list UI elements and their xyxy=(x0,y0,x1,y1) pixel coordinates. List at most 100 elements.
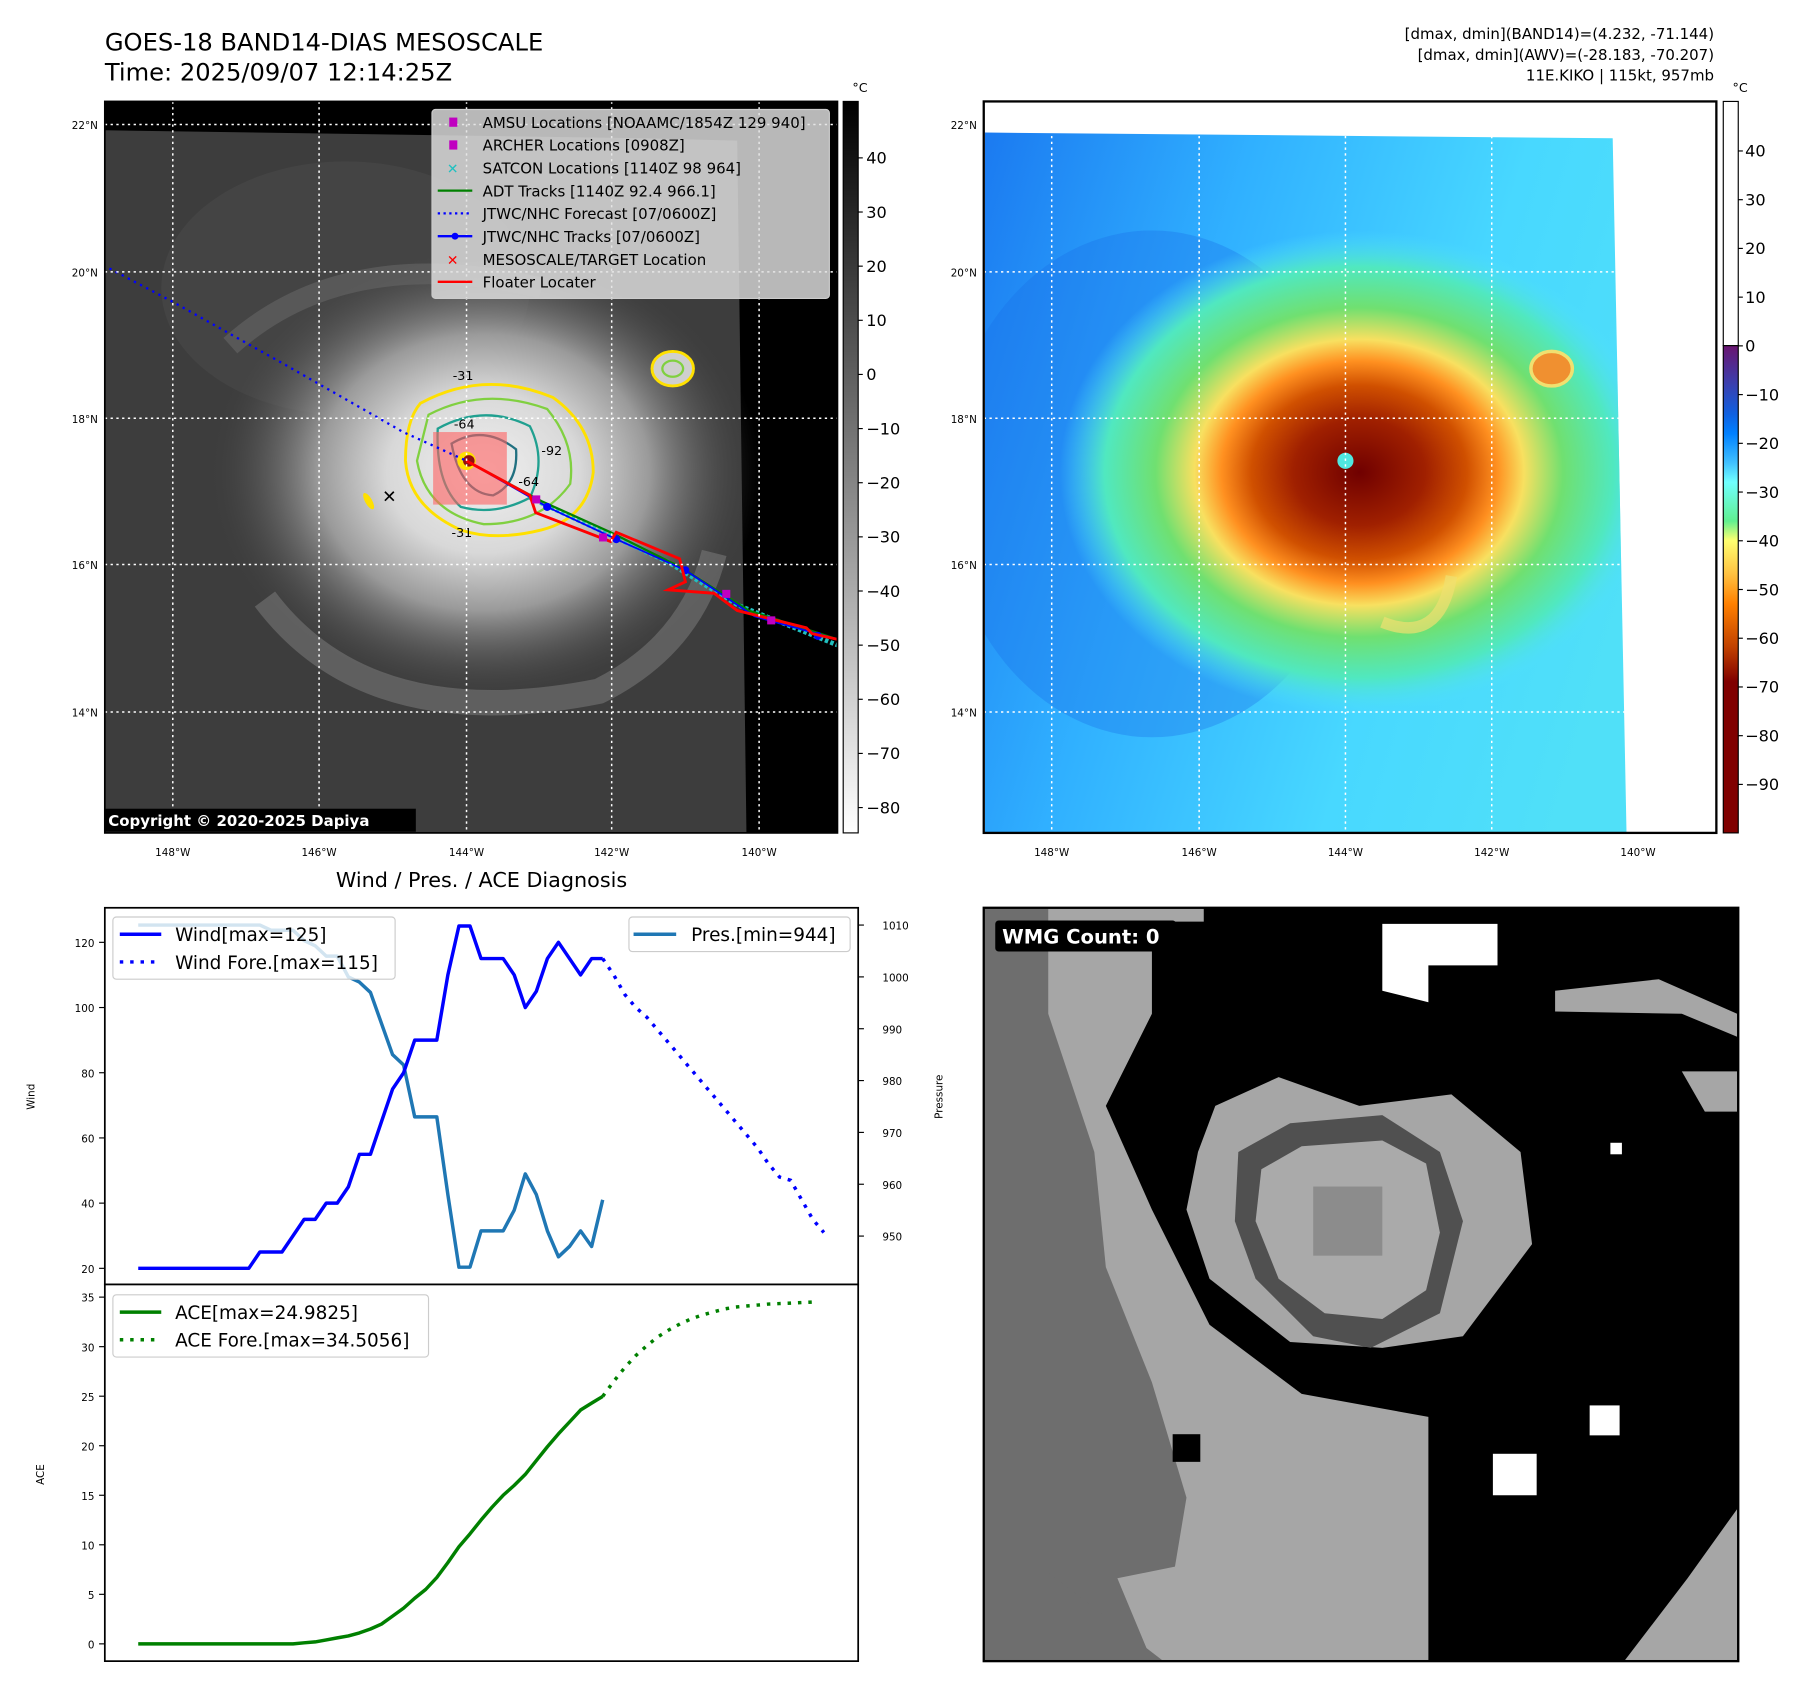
pressure-axis-label: Pressure xyxy=(933,1075,945,1119)
pressure-tick-label: 1010 xyxy=(882,921,908,933)
legend-label: JTWC/NHC Tracks [07/0600Z] xyxy=(482,228,700,246)
latitude-label: 16°N xyxy=(951,560,977,572)
legend-item: AMSU Locations [NOAAMC/1854Z 129 940] xyxy=(449,114,806,132)
square-marker-icon xyxy=(449,140,458,150)
colorbar-tick-label: −90 xyxy=(1745,775,1779,794)
longitude-label: 148°W xyxy=(155,847,190,859)
ir-colorbar xyxy=(842,100,859,834)
colorbar-tick-label: 0 xyxy=(866,365,876,384)
info-storm: 11E.KIKO | 115kt, 957mb xyxy=(1526,67,1714,85)
colored-colorbar xyxy=(1722,345,1739,834)
ace-chart: ACE 0 5 10 15 20 25 30 35 ACE[max=24.9825] ACE … xyxy=(35,1283,860,1663)
colorbar-tick-label: 40 xyxy=(866,149,887,168)
wind-pressure-chart: Wind Pressure 20 40 60 80 100 120 950 960 970 980… xyxy=(26,906,945,1286)
latitude-label: 22°N xyxy=(951,120,977,132)
ace-line xyxy=(138,1394,604,1646)
colorbar-tick-label: −50 xyxy=(1745,580,1779,599)
ace-legend: ACE[max=24.9825] ACE Fore.[max=34.5056] xyxy=(112,1294,430,1358)
hurricane-core xyxy=(1059,230,1627,715)
longitude-label: 140°W xyxy=(742,847,777,859)
contour-label: -64 xyxy=(454,417,475,432)
ace-tick-label: 35 xyxy=(81,1293,94,1305)
colorbar-unit: °C xyxy=(1732,80,1747,95)
ace-tick-label: 10 xyxy=(81,1540,94,1552)
colorbar-tick-label: 20 xyxy=(1745,239,1766,258)
wmg-count-badge xyxy=(995,920,1177,952)
ace-fore-legend-label: ACE Fore.[max=34.5056] xyxy=(175,1331,409,1352)
wind-axis-label: Wind xyxy=(26,1084,38,1110)
legend-item: Floater Locater xyxy=(437,274,597,292)
info-awv: [dmax, dmin](AWV)=(-28.183, -70.207) xyxy=(1418,46,1714,64)
wind-tick-label: 20 xyxy=(81,1264,94,1276)
colorbar-tick-label: −20 xyxy=(1745,434,1779,453)
contour-31 xyxy=(404,383,595,538)
map-legend: AMSU Locations [NOAAMC/1854Z 129 940] ARC… xyxy=(431,108,830,299)
latitude-label: 16°N xyxy=(72,560,98,572)
wind-forecast-line xyxy=(601,957,826,1234)
colorbar-tick-label: −70 xyxy=(1745,678,1779,697)
wind-fore-legend-label: Wind Fore.[max=115] xyxy=(175,953,378,974)
legend-label: Floater Locater xyxy=(483,274,597,292)
colorbar-tick-label: −40 xyxy=(1745,532,1779,551)
wind-legend: Wind[max=125] Wind Fore.[max=115] xyxy=(112,916,396,980)
ace-tick-label: 25 xyxy=(81,1392,94,1404)
latitude-label: 14°N xyxy=(951,708,977,720)
graticule xyxy=(983,101,1717,833)
legend-label: ARCHER Locations [0908Z] xyxy=(483,137,685,155)
pressure-tick-label: 990 xyxy=(882,1024,902,1036)
longitude-label: 148°W xyxy=(1034,847,1069,859)
x-marker-icon: ✕ xyxy=(447,162,459,178)
wind-line xyxy=(138,924,603,1271)
contour-label: -92 xyxy=(541,443,562,458)
longitude-label: 146°W xyxy=(301,847,336,859)
colorbar-tick-label: −10 xyxy=(1745,385,1779,404)
legend-label: AMSU Locations [NOAAMC/1854Z 129 940] xyxy=(483,114,806,132)
latitude-label: 18°N xyxy=(951,414,977,426)
ace-axis-label: ACE xyxy=(35,1464,47,1485)
ir-map-panel: -31 -64 -92 -64 -31 ✕ AMSU Loc xyxy=(72,80,900,859)
ace-tick-label: 20 xyxy=(81,1441,94,1453)
colorbar-tick-label: 20 xyxy=(866,257,887,276)
colorbar-tick-label: −60 xyxy=(1745,629,1779,648)
legend-item: ✕ MESOSCALE/TARGET Location xyxy=(447,251,706,269)
forecast-track xyxy=(108,267,468,462)
colorbar-unit: °C xyxy=(852,80,867,95)
colorbar-tick-label: −10 xyxy=(866,419,900,438)
wind-tick-label: 100 xyxy=(75,1003,95,1015)
ace-legend-label: ACE[max=24.9825] xyxy=(175,1303,358,1324)
longitude-label: 142°W xyxy=(594,847,629,859)
info-band14: [dmax, dmin](BAND14)=(4.232, -71.144) xyxy=(1405,25,1714,43)
contour-50 xyxy=(415,397,573,526)
colorbar-tick-label: 40 xyxy=(1745,142,1766,161)
colorbar-tick-label: −80 xyxy=(1745,726,1779,745)
wmg-count-label: WMG Count: 0 xyxy=(1002,925,1159,948)
x-marker-icon: ✕ xyxy=(447,253,459,269)
wmg-white-patch xyxy=(1382,923,1498,1003)
contour-label: -31 xyxy=(453,368,474,383)
ace-tick-label: 0 xyxy=(88,1639,95,1651)
colorbar-tick-label: 30 xyxy=(866,203,887,222)
wmg-panel: WMG Count: 0 xyxy=(982,906,1740,1663)
figure-title: GOES-18 BAND14-DIAS MESOSCALE xyxy=(105,29,543,57)
pressure-tick-label: 970 xyxy=(882,1128,902,1140)
latitude-label: 20°N xyxy=(951,268,977,280)
longitude-label: 146°W xyxy=(1182,847,1217,859)
amsu-marker xyxy=(532,495,541,504)
ace-tick-label: 30 xyxy=(81,1342,94,1354)
wind-tick-label: 80 xyxy=(81,1068,94,1080)
legend-item: ADT Tracks [1140Z 92.4 966.1] xyxy=(437,182,716,200)
copyright-text: Copyright © 2020-2025 Dapiya xyxy=(108,812,369,830)
colorbar-tick-label: −60 xyxy=(866,690,900,709)
legend-item: ✕ SATCON Locations [1140Z 98 964] xyxy=(447,160,741,178)
legend-item: JTWC/NHC Tracks [07/0600Z] xyxy=(437,228,700,246)
ace-tick-label: 15 xyxy=(81,1491,94,1503)
wind-tick-label: 60 xyxy=(81,1134,94,1146)
legend-label: ADT Tracks [1140Z 92.4 966.1] xyxy=(483,182,716,200)
colorbar-tick-label: −40 xyxy=(866,582,900,601)
colorbar-tick-label: −70 xyxy=(866,744,900,763)
latitude-label: 14°N xyxy=(72,708,98,720)
longitude-label: 140°W xyxy=(1620,847,1655,859)
legend-label: SATCON Locations [1140Z 98 964] xyxy=(483,160,741,178)
longitude-label: 144°W xyxy=(449,847,484,859)
